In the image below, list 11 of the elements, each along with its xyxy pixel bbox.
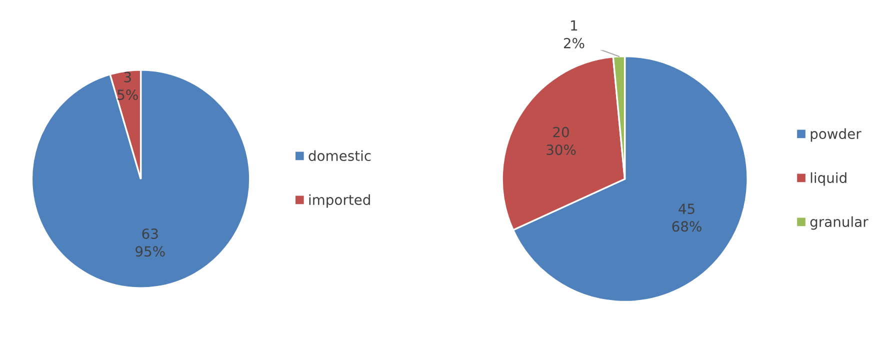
pie-slice [30, 69, 251, 289]
legend-label: liquid [810, 172, 846, 186]
data-label: 20 30% [546, 126, 576, 156]
legend-label: granular [810, 216, 868, 230]
legend-label: powder [810, 128, 862, 142]
data-label: 63 95% [136, 228, 165, 257]
data-label: 1 2% [564, 20, 584, 48]
data-label: 45 68% [672, 204, 702, 232]
legend-label: domestic [308, 150, 371, 162]
data-label: 3 5% [118, 72, 138, 100]
legend-label: imported [309, 194, 370, 208]
